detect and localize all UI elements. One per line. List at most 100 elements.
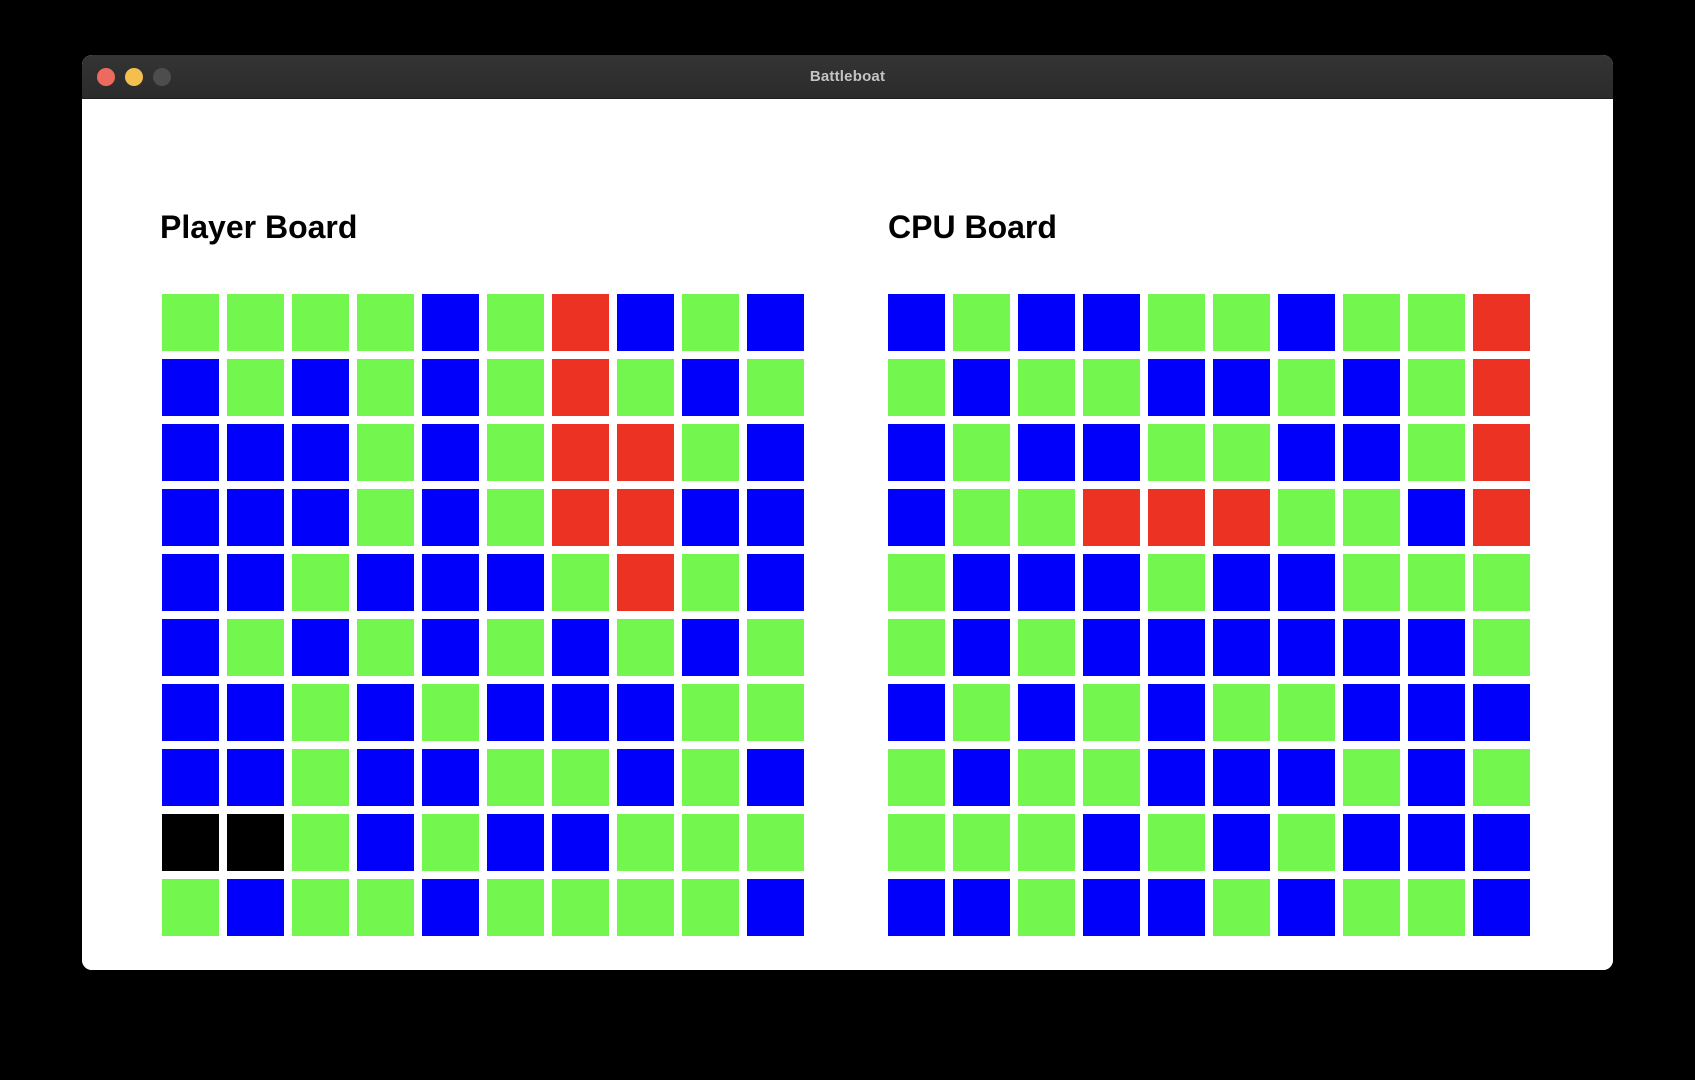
cpu-cell-r8c4[interactable] xyxy=(1083,749,1140,806)
cpu-cell-r5c8[interactable] xyxy=(1343,554,1400,611)
cpu-cell-r6c3[interactable] xyxy=(1018,619,1075,676)
cpu-cell-r3c4[interactable] xyxy=(1083,424,1140,481)
cpu-cell-r2c3[interactable] xyxy=(1018,359,1075,416)
cpu-cell-r10c8[interactable] xyxy=(1343,879,1400,936)
cpu-cell-r9c2[interactable] xyxy=(953,814,1010,871)
cpu-cell-r2c5[interactable] xyxy=(1148,359,1205,416)
cpu-cell-r1c7[interactable] xyxy=(1278,294,1335,351)
cpu-cell-r7c8[interactable] xyxy=(1343,684,1400,741)
cpu-cell-r2c1[interactable] xyxy=(888,359,945,416)
cpu-cell-r4c5[interactable] xyxy=(1148,489,1205,546)
cpu-cell-r7c7[interactable] xyxy=(1278,684,1335,741)
cpu-cell-r4c7[interactable] xyxy=(1278,489,1335,546)
cpu-cell-r2c4[interactable] xyxy=(1083,359,1140,416)
cpu-cell-r5c4[interactable] xyxy=(1083,554,1140,611)
cpu-cell-r5c5[interactable] xyxy=(1148,554,1205,611)
cpu-cell-r6c1[interactable] xyxy=(888,619,945,676)
cpu-cell-r3c2[interactable] xyxy=(953,424,1010,481)
cpu-cell-r1c6[interactable] xyxy=(1213,294,1270,351)
cpu-cell-r10c1[interactable] xyxy=(888,879,945,936)
cpu-cell-r6c7[interactable] xyxy=(1278,619,1335,676)
cpu-cell-r5c10[interactable] xyxy=(1473,554,1530,611)
cpu-cell-r7c9[interactable] xyxy=(1408,684,1465,741)
cpu-cell-r2c10[interactable] xyxy=(1473,359,1530,416)
cpu-cell-r6c6[interactable] xyxy=(1213,619,1270,676)
cpu-cell-r10c6[interactable] xyxy=(1213,879,1270,936)
cpu-cell-r9c3[interactable] xyxy=(1018,814,1075,871)
cpu-cell-r10c7[interactable] xyxy=(1278,879,1335,936)
cpu-cell-r3c6[interactable] xyxy=(1213,424,1270,481)
cpu-cell-r3c8[interactable] xyxy=(1343,424,1400,481)
cpu-cell-r10c3[interactable] xyxy=(1018,879,1075,936)
cpu-cell-r10c5[interactable] xyxy=(1148,879,1205,936)
cpu-cell-r8c1[interactable] xyxy=(888,749,945,806)
cpu-cell-r9c9[interactable] xyxy=(1408,814,1465,871)
cpu-cell-r9c5[interactable] xyxy=(1148,814,1205,871)
cpu-cell-r7c4[interactable] xyxy=(1083,684,1140,741)
cpu-cell-r9c7[interactable] xyxy=(1278,814,1335,871)
cpu-cell-r3c9[interactable] xyxy=(1408,424,1465,481)
cpu-cell-r1c5[interactable] xyxy=(1148,294,1205,351)
cpu-cell-r5c3[interactable] xyxy=(1018,554,1075,611)
cpu-cell-r4c2[interactable] xyxy=(953,489,1010,546)
cpu-cell-r4c4[interactable] xyxy=(1083,489,1140,546)
cpu-cell-r1c1[interactable] xyxy=(888,294,945,351)
cpu-cell-r3c1[interactable] xyxy=(888,424,945,481)
cpu-cell-r5c1[interactable] xyxy=(888,554,945,611)
cpu-cell-r1c8[interactable] xyxy=(1343,294,1400,351)
cpu-cell-r2c2[interactable] xyxy=(953,359,1010,416)
cpu-cell-r8c2[interactable] xyxy=(953,749,1010,806)
cpu-cell-r1c9[interactable] xyxy=(1408,294,1465,351)
cpu-cell-r4c6[interactable] xyxy=(1213,489,1270,546)
cpu-cell-r7c3[interactable] xyxy=(1018,684,1075,741)
cpu-cell-r3c3[interactable] xyxy=(1018,424,1075,481)
cpu-cell-r4c9[interactable] xyxy=(1408,489,1465,546)
cpu-cell-r6c2[interactable] xyxy=(953,619,1010,676)
cpu-cell-r5c7[interactable] xyxy=(1278,554,1335,611)
close-button[interactable] xyxy=(97,67,115,86)
cpu-cell-r8c9[interactable] xyxy=(1408,749,1465,806)
cpu-cell-r9c8[interactable] xyxy=(1343,814,1400,871)
cpu-cell-r3c10[interactable] xyxy=(1473,424,1530,481)
cpu-board-grid[interactable] xyxy=(888,294,1530,936)
cpu-cell-r7c6[interactable] xyxy=(1213,684,1270,741)
cpu-cell-r4c3[interactable] xyxy=(1018,489,1075,546)
cpu-cell-r8c5[interactable] xyxy=(1148,749,1205,806)
cpu-cell-r10c2[interactable] xyxy=(953,879,1010,936)
cpu-cell-r7c2[interactable] xyxy=(953,684,1010,741)
cpu-cell-r10c9[interactable] xyxy=(1408,879,1465,936)
cpu-cell-r7c5[interactable] xyxy=(1148,684,1205,741)
cpu-cell-r6c8[interactable] xyxy=(1343,619,1400,676)
cpu-cell-r8c7[interactable] xyxy=(1278,749,1335,806)
cpu-cell-r1c2[interactable] xyxy=(953,294,1010,351)
minimize-button[interactable] xyxy=(125,67,143,86)
cpu-cell-r6c9[interactable] xyxy=(1408,619,1465,676)
cpu-cell-r4c10[interactable] xyxy=(1473,489,1530,546)
cpu-cell-r9c1[interactable] xyxy=(888,814,945,871)
cpu-cell-r5c2[interactable] xyxy=(953,554,1010,611)
cpu-cell-r1c4[interactable] xyxy=(1083,294,1140,351)
cpu-cell-r6c4[interactable] xyxy=(1083,619,1140,676)
cpu-cell-r8c3[interactable] xyxy=(1018,749,1075,806)
cpu-cell-r2c6[interactable] xyxy=(1213,359,1270,416)
cpu-cell-r7c1[interactable] xyxy=(888,684,945,741)
cpu-cell-r6c10[interactable] xyxy=(1473,619,1530,676)
cpu-cell-r2c8[interactable] xyxy=(1343,359,1400,416)
cpu-cell-r8c6[interactable] xyxy=(1213,749,1270,806)
cpu-cell-r6c5[interactable] xyxy=(1148,619,1205,676)
cpu-cell-r8c10[interactable] xyxy=(1473,749,1530,806)
cpu-cell-r10c10[interactable] xyxy=(1473,879,1530,936)
window-titlebar[interactable]: Battleboat xyxy=(82,55,1613,99)
cpu-cell-r9c6[interactable] xyxy=(1213,814,1270,871)
cpu-cell-r3c5[interactable] xyxy=(1148,424,1205,481)
cpu-cell-r2c7[interactable] xyxy=(1278,359,1335,416)
cpu-cell-r2c9[interactable] xyxy=(1408,359,1465,416)
cpu-cell-r9c10[interactable] xyxy=(1473,814,1530,871)
cpu-cell-r8c8[interactable] xyxy=(1343,749,1400,806)
cpu-cell-r3c7[interactable] xyxy=(1278,424,1335,481)
cpu-cell-r10c4[interactable] xyxy=(1083,879,1140,936)
cpu-cell-r5c6[interactable] xyxy=(1213,554,1270,611)
cpu-cell-r1c3[interactable] xyxy=(1018,294,1075,351)
cpu-cell-r7c10[interactable] xyxy=(1473,684,1530,741)
cpu-cell-r1c10[interactable] xyxy=(1473,294,1530,351)
